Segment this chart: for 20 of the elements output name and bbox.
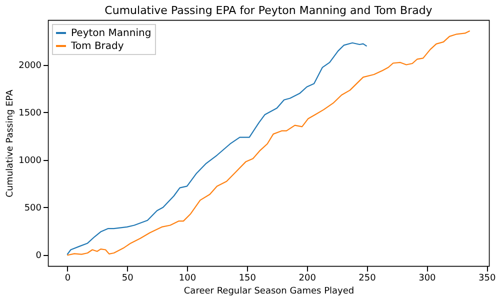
line-series: [66, 42, 368, 256]
x-tick-label: 350: [478, 274, 496, 284]
y-axis-title: Cumulative Passing EPA: [6, 88, 16, 198]
y-tick-label: 0: [36, 251, 42, 262]
x-axis-title: Career Regular Season Games Played: [184, 286, 354, 296]
x-tick-label: 200: [298, 274, 316, 284]
x-tick-label: 100: [178, 274, 196, 284]
y-tick-label: 500: [24, 204, 42, 214]
x-tick-label: 150: [238, 274, 256, 284]
legend-label: Peyton Manning: [71, 28, 152, 39]
x-tick-label: 300: [418, 274, 436, 284]
legend-label: Tom Brady: [70, 41, 124, 52]
x-tick-label: 0: [64, 274, 71, 284]
y-tick-label: 2000: [18, 61, 42, 72]
x-tick-label: 250: [358, 274, 376, 284]
line-series: [66, 30, 470, 256]
y-tick-label: 1000: [18, 156, 42, 166]
x-tick-label: 50: [122, 274, 134, 284]
y-tick-label: 1500: [18, 108, 42, 119]
chart-title: Cumulative Passing EPA for Peyton Manning and Tom Brady: [104, 4, 433, 17]
